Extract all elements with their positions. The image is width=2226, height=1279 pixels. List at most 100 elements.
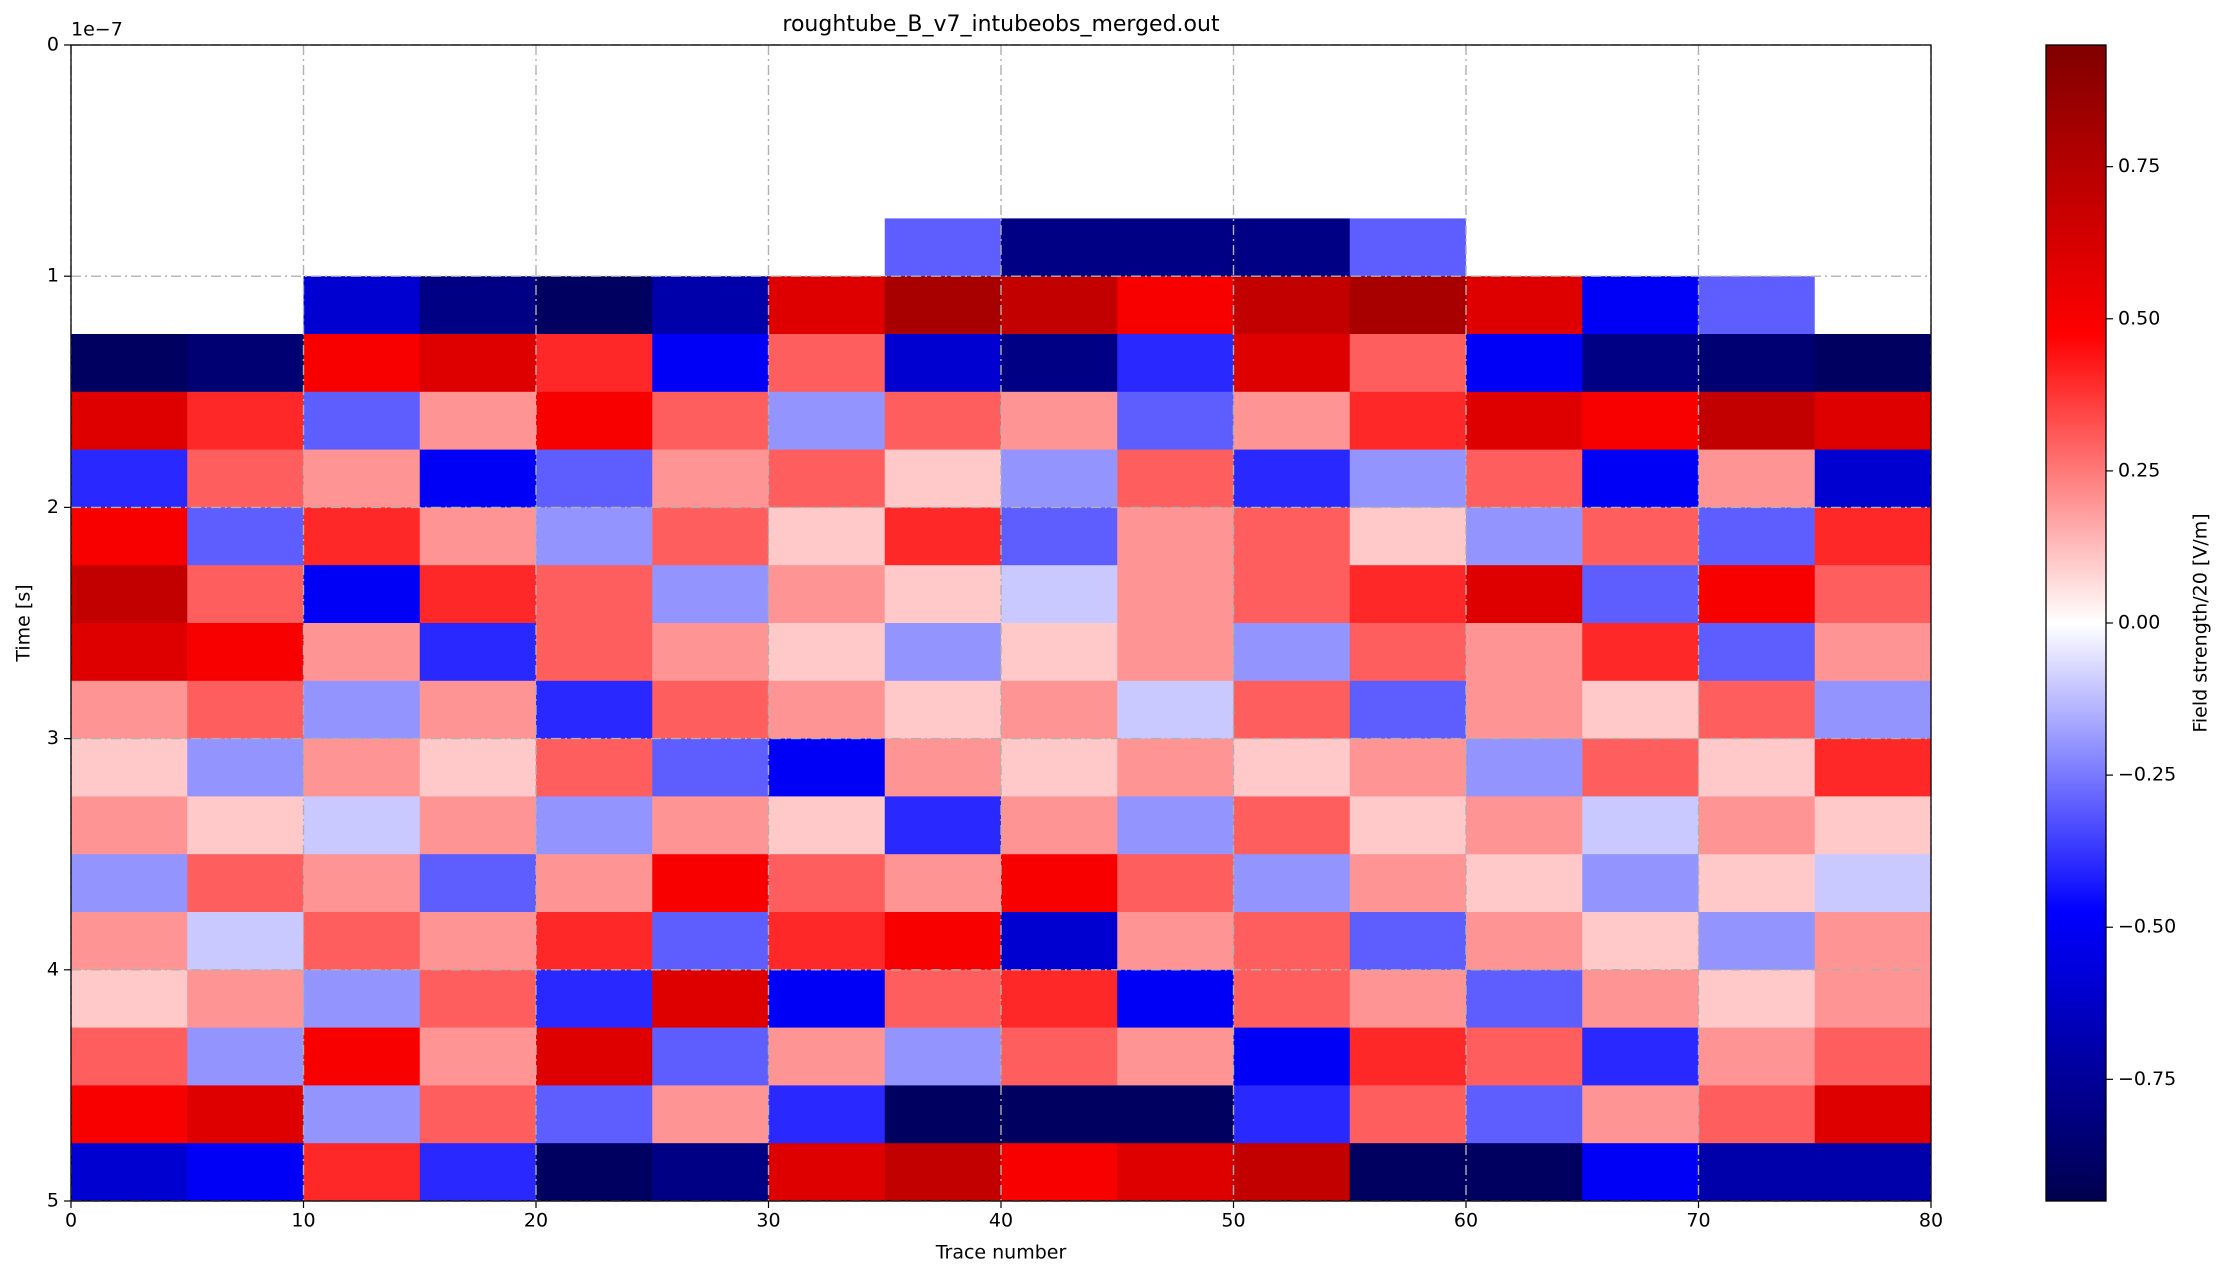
heatmap-cell (768, 160, 886, 219)
heatmap-cell (419, 45, 537, 104)
heatmap-cell (1466, 1143, 1583, 1202)
heatmap-cell (1349, 623, 1467, 682)
heatmap-cell (1582, 854, 1699, 913)
chart-title: roughtube_B_v7_intubeobs_merged.out (782, 12, 1220, 37)
heatmap-cell (1233, 796, 1351, 855)
heatmap-cell (419, 680, 537, 740)
heatmap-cell (1001, 102, 1118, 162)
x-tick-label: 20 (524, 1210, 548, 1232)
colorbar-tick-label: 0.75 (2118, 155, 2160, 177)
heatmap-cell (1117, 738, 1234, 797)
heatmap-cell (536, 738, 653, 797)
heatmap-cell (1117, 796, 1234, 855)
heatmap-cell (536, 507, 653, 566)
heatmap-cell (1233, 623, 1351, 682)
heatmap-cell (536, 1143, 653, 1202)
heatmap-cell (1117, 449, 1234, 508)
heatmap-cell (187, 912, 304, 971)
heatmap-cell (303, 334, 421, 393)
heatmap-cell (652, 507, 769, 566)
heatmap-cell (1814, 102, 1932, 162)
heatmap-cell (1001, 565, 1118, 624)
x-tick-label: 70 (1686, 1210, 1710, 1232)
heatmap-cell (419, 391, 537, 451)
heatmap-cell (1001, 969, 1118, 1029)
heatmap-cell (419, 796, 537, 855)
heatmap-cell (884, 1085, 1002, 1144)
heatmap-cell (303, 1085, 421, 1144)
heatmap-cell (1349, 854, 1467, 913)
heatmap-cell (1466, 218, 1583, 277)
heatmap-cell (71, 738, 188, 797)
heatmap-cell (187, 449, 304, 508)
heatmap-cell (1814, 565, 1932, 624)
y-tick-label: 4 (47, 958, 59, 980)
heatmap-cell (1814, 680, 1932, 740)
heatmap-cell (71, 391, 188, 451)
heatmap-cell (71, 1085, 188, 1144)
heatmap-cell (1814, 738, 1932, 797)
heatmap-cell (1814, 45, 1932, 104)
heatmap-cell (1117, 334, 1234, 393)
heatmap-cell (187, 102, 304, 162)
heatmap-cell (187, 1143, 304, 1202)
heatmap-cell (884, 969, 1002, 1029)
heatmap-cell (419, 969, 537, 1029)
heatmap-cell (419, 160, 537, 219)
heatmap-cell (1466, 276, 1583, 335)
heatmap-cell (1001, 796, 1118, 855)
heatmap-cell (303, 912, 421, 971)
heatmap-cell (1814, 796, 1932, 855)
heatmap-cell (1698, 796, 1816, 855)
heatmap-cell (1117, 45, 1234, 104)
heatmap-cell (1466, 45, 1583, 104)
heatmap-cell (303, 45, 421, 104)
heatmap-cell (768, 796, 886, 855)
heatmap-cell (1582, 623, 1699, 682)
heatmap-cell (71, 969, 188, 1029)
heatmap-cell (536, 565, 653, 624)
heatmap-cell (303, 391, 421, 451)
heatmap-cell (187, 1027, 304, 1086)
heatmap-cell (419, 1027, 537, 1086)
heatmap-cell (1233, 507, 1351, 566)
heatmap-cell (884, 912, 1002, 971)
heatmap-cell (1349, 565, 1467, 624)
colorbar-tick-label: 0.00 (2118, 612, 2160, 634)
heatmap-cell (768, 334, 886, 393)
heatmap-cell (303, 449, 421, 508)
heatmap-cell (1466, 969, 1583, 1029)
heatmap-cell (884, 218, 1002, 277)
colorbar (2045, 44, 2107, 1202)
heatmap-cell (652, 1027, 769, 1086)
heatmap-cell (1349, 276, 1467, 335)
heatmap-cell (1466, 738, 1583, 797)
heatmap-cell (71, 912, 188, 971)
heatmap-cell (1698, 507, 1816, 566)
heatmap-cell (652, 276, 769, 335)
heatmap-cell (303, 680, 421, 740)
heatmap-cell (884, 680, 1002, 740)
heatmap-cell (419, 912, 537, 971)
heatmap-cell (1233, 738, 1351, 797)
heatmap-cell (768, 623, 886, 682)
heatmap-cell (536, 276, 653, 335)
heatmap-cell (1698, 449, 1816, 508)
heatmap-cell (419, 623, 537, 682)
x-tick-label: 10 (291, 1210, 315, 1232)
heatmap-cell (71, 565, 188, 624)
heatmap-cell (419, 1143, 537, 1202)
heatmap-cell (419, 738, 537, 797)
x-tick-label: 0 (65, 1210, 77, 1232)
y-tick-label: 1 (47, 265, 59, 287)
heatmap-cell (1466, 623, 1583, 682)
heatmap-cell (1814, 276, 1932, 335)
heatmap-cell (1001, 334, 1118, 393)
colorbar-tick-label: 0.50 (2118, 307, 2160, 329)
heatmap-cell (1582, 969, 1699, 1029)
heatmap-cell (1582, 160, 1699, 219)
heatmap-cell (1349, 1143, 1467, 1202)
heatmap-cell (187, 854, 304, 913)
heatmap-cell (652, 854, 769, 913)
